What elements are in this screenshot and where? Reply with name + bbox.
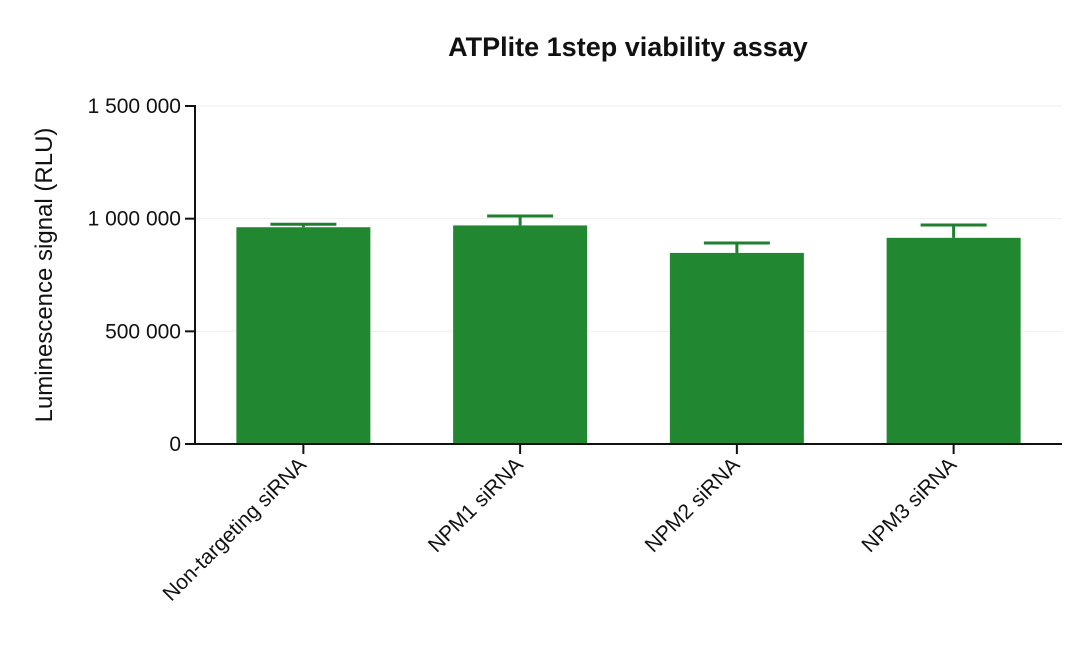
x-tick-label: NPM1 siRNA — [424, 453, 528, 557]
error-bars — [270, 214, 987, 253]
bars — [236, 225, 1021, 444]
x-tick-label: Non-targeting siRNA — [158, 453, 310, 605]
x-ticks: Non-targeting siRNA NPM1 siRNA NPM2 siRNA N… — [158, 444, 961, 606]
bar — [453, 225, 588, 444]
axes — [194, 105, 1062, 445]
y-ticks: 0 500 000 1 000 000 1 500 000 — [88, 95, 195, 456]
bar — [886, 237, 1021, 444]
x-tick-label: NPM3 siRNA — [857, 453, 961, 557]
y-axis-label: Luminescence signal (RLU) — [31, 128, 58, 423]
bar — [669, 252, 804, 444]
y-tick-label: 500 000 — [105, 320, 181, 343]
x-tick-label: NPM2 siRNA — [641, 453, 745, 557]
chart-title: ATPlite 1step viability assay — [448, 32, 808, 62]
bar — [236, 227, 371, 444]
y-tick-label: 1 500 000 — [88, 95, 181, 118]
y-tick-label: 0 — [169, 433, 181, 456]
y-tick-label: 1 000 000 — [88, 208, 181, 231]
